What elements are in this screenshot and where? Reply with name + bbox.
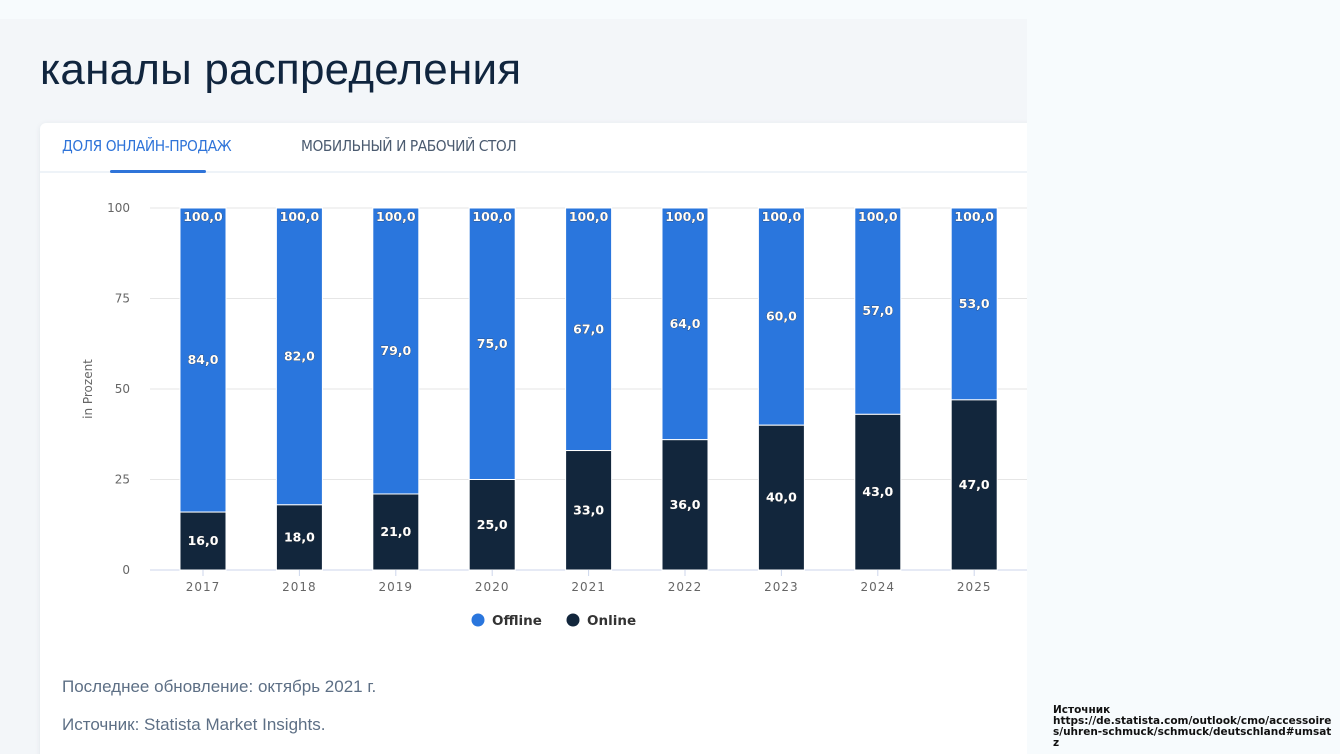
legend-marker-online xyxy=(566,613,580,627)
x-tick-label: 2020 xyxy=(475,580,510,594)
data-label-offline: 53,0 xyxy=(959,296,990,311)
x-tick-label: 2025 xyxy=(957,580,992,594)
x-tick-label: 2017 xyxy=(186,580,221,594)
x-tick-label: 2024 xyxy=(861,580,896,594)
data-label-total: 100,0 xyxy=(376,209,416,224)
data-label-offline: 64,0 xyxy=(670,316,701,331)
active-tab-indicator xyxy=(110,170,206,173)
bar-offline xyxy=(854,207,902,415)
bar-online xyxy=(757,424,805,571)
data-label-online: 33,0 xyxy=(573,502,604,517)
data-label-online: 43,0 xyxy=(862,484,893,499)
x-tick-label: 2023 xyxy=(764,580,799,594)
side-source-url[interactable]: https://de.statista.com/outlook/cmo/acce… xyxy=(1053,715,1332,749)
data-label-total: 100,0 xyxy=(472,209,512,224)
tab-mobile-desktop[interactable]: МОБИЛЬНЫЙ И РАБОЧИЙ СТОЛ xyxy=(301,137,517,155)
data-label-online: 16,0 xyxy=(188,533,219,548)
bar-online xyxy=(661,439,709,571)
embedded-statista-panel: каналы распределения ДОЛЯ ОНЛАЙН-ПРОДАЖ … xyxy=(0,19,1027,754)
tab-online-share[interactable]: ДОЛЯ ОНЛАЙН-ПРОДАЖ xyxy=(62,137,232,155)
data-label-total: 100,0 xyxy=(858,209,898,224)
data-label-online: 25,0 xyxy=(477,517,508,532)
source-note: Источник: Statista Market Insights. xyxy=(62,715,326,734)
data-label-total: 100,0 xyxy=(762,209,802,224)
legend-marker-offline xyxy=(471,613,485,627)
data-label-offline: 84,0 xyxy=(188,352,219,367)
bar-online xyxy=(275,504,323,571)
data-label-online: 40,0 xyxy=(766,490,797,505)
y-tick-label: 75 xyxy=(115,292,130,306)
data-label-offline: 60,0 xyxy=(766,309,797,324)
data-label-online: 47,0 xyxy=(959,477,990,492)
legend-label-online[interactable]: Online xyxy=(587,613,636,629)
bar-online xyxy=(372,493,420,571)
last-update-note: Последнее обновление: октябрь 2021 г. xyxy=(62,677,377,696)
x-tick-label: 2022 xyxy=(668,580,703,594)
x-tick-label: 2019 xyxy=(379,580,414,594)
data-label-total: 100,0 xyxy=(954,209,994,224)
x-tick-label: 2021 xyxy=(571,580,606,594)
data-label-offline: 67,0 xyxy=(573,321,604,336)
stacked-bar-chart: 0 25 50 75 100 in Prozent 100,0 84,0 16,0 2017 100… xyxy=(81,201,1027,629)
bar-online xyxy=(854,413,902,571)
data-label-total: 100,0 xyxy=(280,209,320,224)
y-tick-label: 50 xyxy=(115,382,130,396)
data-label-offline: 79,0 xyxy=(380,343,411,358)
data-label-offline: 57,0 xyxy=(862,303,893,318)
data-label-total: 100,0 xyxy=(569,209,609,224)
data-label-total: 100,0 xyxy=(183,209,223,224)
y-tick-label: 100 xyxy=(107,201,130,215)
data-label-offline: 82,0 xyxy=(284,348,315,363)
chart-card: ДОЛЯ ОНЛАЙН-ПРОДАЖ МОБИЛЬНЫЙ И РАБОЧИЙ С… xyxy=(40,123,1027,754)
y-axis-label: in Prozent xyxy=(81,359,95,419)
page-title: каналы распределения xyxy=(40,45,522,94)
data-label-total: 100,0 xyxy=(665,209,705,224)
x-tick-label: 2018 xyxy=(282,580,317,594)
bar-offline xyxy=(372,207,420,495)
bar-offline xyxy=(468,207,516,480)
data-label-online: 18,0 xyxy=(284,529,315,544)
side-source-note: Источник https://de.statista.com/outlook… xyxy=(1053,705,1333,749)
bar-offline xyxy=(950,207,998,401)
bar-offline xyxy=(179,207,227,513)
y-tick-label: 25 xyxy=(115,473,130,487)
data-label-online: 36,0 xyxy=(670,497,701,512)
bar-online xyxy=(468,479,516,571)
side-source-label: Источник xyxy=(1053,704,1111,716)
bar-offline xyxy=(757,207,805,426)
y-tick-label: 0 xyxy=(122,563,130,577)
tab-bar: ДОЛЯ ОНЛАЙН-ПРОДАЖ МОБИЛЬНЫЙ И РАБОЧИЙ С… xyxy=(40,123,1027,173)
bar-offline xyxy=(565,207,613,452)
data-label-offline: 75,0 xyxy=(477,336,508,351)
data-label-online: 21,0 xyxy=(380,524,411,539)
bar-offline xyxy=(661,207,709,441)
legend-label-offline[interactable]: Offline xyxy=(492,613,542,629)
